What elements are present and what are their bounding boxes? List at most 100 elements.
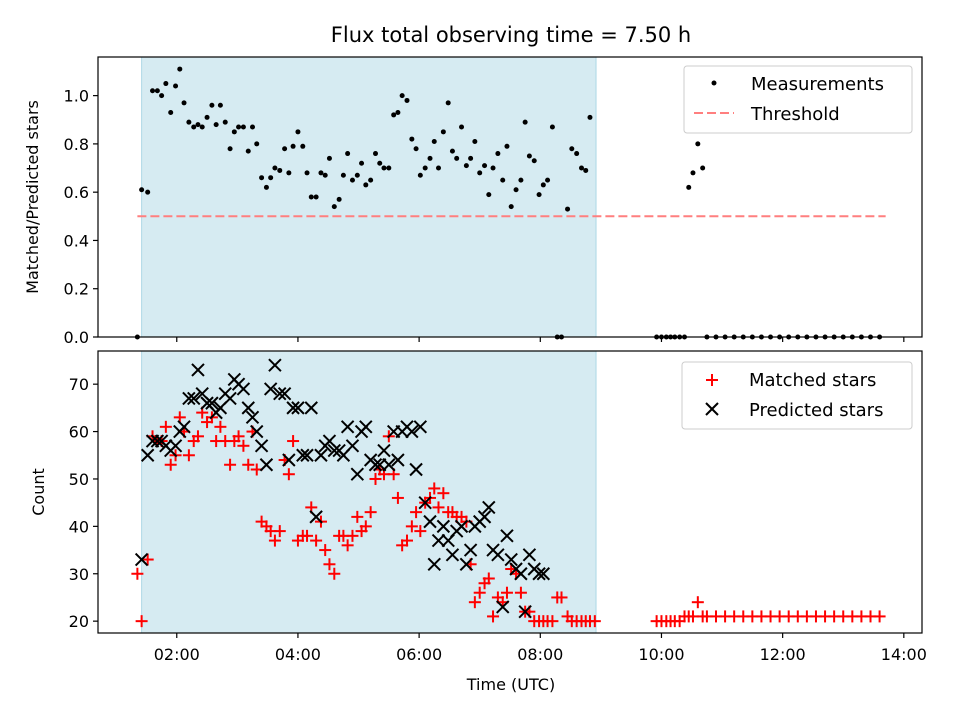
bottom-legend: Matched stars Predicted stars <box>681 361 913 430</box>
predicted-star-point <box>245 410 260 425</box>
measurement-point <box>391 112 397 118</box>
matched-star-point <box>341 539 354 552</box>
measurement-point <box>363 182 369 188</box>
top-y-tick-label: 0.0 <box>64 328 89 347</box>
bottom-x-axis-label: Time (UTC) <box>466 675 555 694</box>
top-shaded-region <box>141 56 597 338</box>
measurement-point <box>545 177 551 183</box>
predicted-star-point <box>241 401 255 415</box>
predicted-star-point <box>236 382 251 396</box>
top-y-tick-label: 0.8 <box>64 135 89 154</box>
predicted-star-point <box>350 467 365 481</box>
measurement-point <box>404 97 410 103</box>
legend-predicted-label: Predicted stars <box>749 400 883 421</box>
predicted-star-point <box>532 567 546 581</box>
predicted-star-point <box>263 382 278 396</box>
measurement-point <box>154 88 160 94</box>
predicted-star-point <box>286 401 300 415</box>
measurement-point <box>268 175 274 181</box>
matched-star-point <box>359 520 372 533</box>
predicted-star-point <box>477 510 492 524</box>
measurement-point <box>431 138 437 144</box>
bottom-marks <box>131 358 886 628</box>
measurement-point <box>359 160 365 166</box>
predicted-star-point <box>205 396 219 410</box>
matched-star-point <box>135 615 148 628</box>
measurement-point <box>578 165 584 171</box>
measurement-point <box>472 138 478 144</box>
matched-star-point <box>468 596 481 609</box>
measurement-point <box>159 93 165 99</box>
predicted-star-point <box>268 358 282 372</box>
bottom-y-tick-label: 40 <box>69 517 89 536</box>
measurement-point <box>331 204 337 210</box>
measurement-point <box>304 170 310 176</box>
matched-star-point <box>310 534 323 547</box>
top-y-axis-label: Matched/Predicted stars <box>23 100 42 294</box>
measurement-point <box>449 148 455 154</box>
matched-star-point <box>237 439 250 452</box>
matched-star-point <box>514 586 527 599</box>
predicted-star-point <box>340 420 355 434</box>
measurement-point <box>177 66 183 72</box>
matched-star-point <box>214 420 227 433</box>
legend-threshold-label: Threshold <box>750 104 840 125</box>
measurement-point <box>413 146 419 152</box>
predicted-star-point <box>300 448 314 462</box>
predicted-star-point <box>150 434 165 448</box>
measurement-point <box>536 192 542 198</box>
measurement-point <box>282 146 288 152</box>
matched-star-point <box>346 529 359 542</box>
measurement-point <box>186 119 192 125</box>
top-legend: Measurements Threshold <box>683 65 913 134</box>
measurement-point <box>345 151 351 157</box>
measurement-point <box>436 165 442 171</box>
measurement-point <box>508 204 514 210</box>
measurement-point <box>459 124 465 130</box>
measurement-point <box>587 114 593 120</box>
figure-title: Flux total observing time = 7.50 h <box>331 23 691 47</box>
measurement-point <box>495 151 501 157</box>
predicted-star-point <box>536 567 551 581</box>
measurement-point <box>308 194 314 200</box>
top-legend-box <box>683 65 913 134</box>
predicted-star-point <box>327 443 342 458</box>
measurement-point <box>322 172 328 178</box>
measurement-point <box>686 184 692 190</box>
bottom-panel: 20 30 40 50 60 70 02:00 04:00 06:00 08:00 10:00 12… <box>29 350 927 694</box>
measurement-point <box>490 165 496 171</box>
measurement-point <box>518 177 524 183</box>
measurement-point <box>522 119 528 125</box>
matched-star-point <box>482 572 495 585</box>
matched-star-point <box>473 586 486 599</box>
predicted-star-point <box>518 604 532 619</box>
predicted-star-point <box>405 424 419 439</box>
measurement-point <box>150 88 156 94</box>
predicted-star-point <box>391 453 405 467</box>
measurement-point <box>700 165 706 171</box>
measurement-point <box>354 172 360 178</box>
bottom-x-ticks: 02:00 04:00 06:00 08:00 10:00 12:00 14:00 <box>154 633 927 664</box>
bottom-y-tick-label: 20 <box>69 612 89 631</box>
predicted-star-point <box>436 519 451 534</box>
matched-star-point <box>691 596 704 609</box>
measurement-point <box>427 155 433 161</box>
measurement-point <box>145 189 151 195</box>
measurement-point <box>263 184 269 190</box>
measurement-point <box>250 124 255 130</box>
predicted-star-point <box>277 386 292 401</box>
measurement-point <box>690 170 696 176</box>
measurement-point <box>231 129 237 135</box>
measurement-point <box>349 177 355 183</box>
measurement-point <box>409 136 415 142</box>
predicted-star-point <box>413 420 428 434</box>
predicted-star-point <box>296 448 310 462</box>
predicted-star-point <box>134 552 149 567</box>
matched-star-point <box>328 567 341 580</box>
matched-star-point <box>164 458 177 471</box>
matched-star-point <box>282 468 295 481</box>
measurement-point <box>468 155 474 161</box>
predicted-star-point <box>482 500 496 515</box>
measurement-point <box>368 177 374 183</box>
